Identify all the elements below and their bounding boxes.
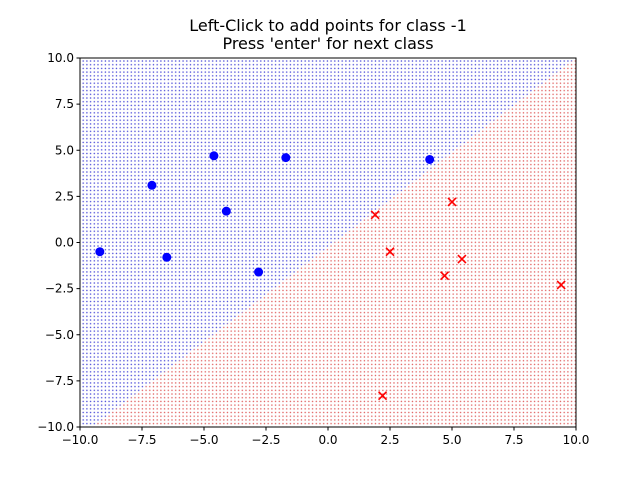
class-minus-1-point: [95, 247, 105, 257]
y-tick-label: −2.5: [45, 282, 74, 296]
x-tick-label: −5.0: [189, 433, 218, 447]
y-tick-label: 0.0: [55, 236, 74, 250]
chart-title-line-2: Press 'enter' for next class: [222, 34, 433, 53]
decision-region-class-plus-1: [92, 58, 576, 427]
class-minus-1-point: [254, 267, 264, 277]
class-plus-1-point: [370, 210, 380, 220]
class-plus-1-point: [377, 391, 388, 401]
plot-area[interactable]: [80, 58, 576, 427]
class-plus-1-point: [439, 271, 450, 281]
x-tick-label: 7.5: [504, 433, 523, 447]
x-tick-label: 2.5: [380, 433, 399, 447]
y-tick-label: −10.0: [37, 420, 74, 434]
class-plus-1-point: [556, 280, 566, 290]
x-tick-label: 5.0: [442, 433, 461, 447]
x-tick-label: 10.0: [563, 433, 590, 447]
class-minus-1-point: [147, 180, 157, 190]
class-minus-1-point: [162, 252, 172, 262]
class-plus-1-point: [385, 247, 395, 257]
x-tick-label: −2.5: [251, 433, 280, 447]
data-points-layer: [95, 151, 566, 401]
class-plus-1-point: [447, 197, 457, 207]
y-tick-label: 5.0: [55, 143, 74, 157]
chart-title-line-1: Left-Click to add points for class -1: [189, 16, 467, 35]
y-tick-label: −7.5: [45, 374, 74, 388]
x-tick-label: −7.5: [127, 433, 156, 447]
class-minus-1-point: [425, 154, 435, 164]
y-tick-label: 7.5: [55, 97, 74, 111]
class-plus-1-point: [457, 254, 467, 264]
x-axis-ticks: −10.0 −7.5 −5.0 −2.5 0.0 2.5 5.0 7.5 10.0: [62, 427, 590, 447]
y-tick-label: 10.0: [47, 51, 74, 65]
x-tick-label: −10.0: [62, 433, 99, 447]
y-tick-label: 2.5: [55, 189, 74, 203]
class-minus-1-point: [221, 206, 231, 216]
y-axis-ticks: −10.0 −7.5 −5.0 −2.5 0.0 2.5 5.0 7.5 10.0: [37, 51, 80, 434]
class-minus-1-point: [209, 151, 219, 161]
decision-region-class-minus-1: [80, 58, 576, 427]
y-tick-label: −5.0: [45, 328, 74, 342]
class-minus-1-point: [281, 153, 291, 163]
x-tick-label: 0.0: [318, 433, 337, 447]
